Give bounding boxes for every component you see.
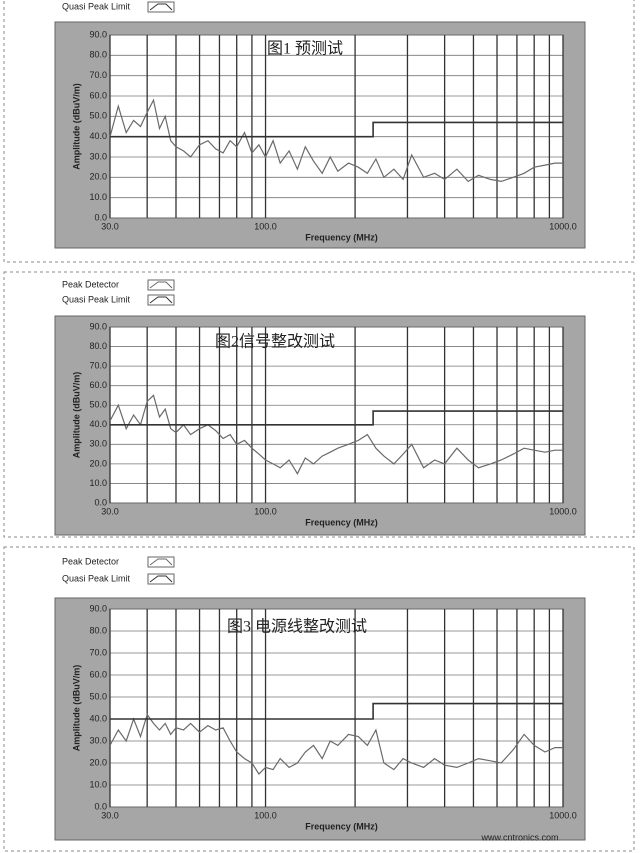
y-tick-label: 30.0 (89, 439, 107, 449)
y-tick-label: 0.0 (94, 801, 107, 811)
y-tick-label: 90.0 (89, 603, 107, 613)
plot-area (109, 34, 564, 219)
legend-label: Quasi Peak Limit (62, 573, 131, 583)
plot-area (109, 326, 564, 504)
y-tick-label: 20.0 (89, 172, 107, 182)
legend-swatch (147, 556, 175, 568)
y-tick-label: 40.0 (89, 131, 107, 141)
y-axis-label: Amplitude (dBuV/m) (71, 372, 81, 459)
x-axis-label: Frequency (MHz) (305, 517, 378, 527)
x-tick-label: 30.0 (101, 506, 119, 516)
y-tick-label: 70.0 (89, 647, 107, 657)
y-tick-label: 90.0 (89, 321, 107, 331)
x-axis-label: Frequency (MHz) (305, 232, 378, 242)
y-tick-label: 40.0 (89, 419, 107, 429)
x-tick-label: 100.0 (254, 810, 277, 820)
x-tick-label: 30.0 (101, 810, 119, 820)
chart-title: 图2信号整改测试 (215, 333, 335, 351)
legend-swatch-line (149, 296, 173, 304)
y-tick-label: 30.0 (89, 151, 107, 161)
chart-title: 图3 电源线整改测试 (227, 618, 367, 636)
legend-label: Peak Detector (62, 556, 119, 566)
series-line (109, 713, 563, 775)
y-tick-label: 50.0 (89, 111, 107, 121)
panel-border (3, 546, 635, 852)
legend-swatch-line (149, 281, 173, 289)
legend-swatch (147, 573, 175, 585)
x-axis-label: Frequency (MHz) (305, 821, 378, 831)
y-tick-label: 70.0 (89, 70, 107, 80)
panel-border (3, 271, 635, 538)
x-tick-label: 1000.0 (549, 221, 577, 231)
y-axis-label: Amplitude (dBuV/m) (71, 83, 81, 170)
legend-swatch-line (149, 3, 173, 11)
legend-label: Peak Detector (62, 279, 119, 289)
y-axis-label: Amplitude (dBuV/m) (71, 665, 81, 752)
y-tick-label: 80.0 (89, 625, 107, 635)
y-tick-label: 60.0 (89, 90, 107, 100)
x-tick-label: 1000.0 (549, 506, 577, 516)
y-tick-label: 70.0 (89, 360, 107, 370)
legend-label: Quasi Peak Limit (62, 294, 131, 304)
y-tick-label: 10.0 (89, 192, 107, 202)
x-tick-label: 1000.0 (549, 810, 577, 820)
y-tick-label: 10.0 (89, 779, 107, 789)
y-tick-label: 90.0 (89, 29, 107, 39)
y-tick-label: 20.0 (89, 458, 107, 468)
legend-swatch-line (149, 575, 173, 583)
y-tick-label: 10.0 (89, 478, 107, 488)
legend-swatch (147, 279, 175, 291)
y-tick-label: 30.0 (89, 735, 107, 745)
panel-border (3, 0, 635, 263)
y-tick-label: 20.0 (89, 757, 107, 767)
y-tick-label: 60.0 (89, 380, 107, 390)
x-tick-label: 100.0 (254, 221, 277, 231)
x-tick-label: 100.0 (254, 506, 277, 516)
legend-swatch-line (149, 558, 173, 566)
series-line (110, 702, 563, 720)
y-tick-label: 80.0 (89, 50, 107, 60)
y-tick-label: 80.0 (89, 341, 107, 351)
series-line (110, 410, 563, 426)
legend-swatch (147, 294, 175, 306)
y-tick-label: 40.0 (89, 713, 107, 723)
series-line (110, 121, 563, 138)
plot-area (109, 608, 564, 808)
chart-title: 图1 预测试 (267, 40, 343, 58)
legend-label: Quasi Peak Limit (62, 1, 131, 11)
y-tick-label: 50.0 (89, 691, 107, 701)
y-tick-label: 50.0 (89, 400, 107, 410)
x-tick-label: 30.0 (101, 221, 119, 231)
y-tick-label: 0.0 (94, 497, 107, 507)
legend-swatch (147, 1, 175, 13)
watermark: www.cntronics.com (480, 832, 558, 842)
y-tick-label: 0.0 (94, 212, 107, 222)
y-tick-label: 60.0 (89, 669, 107, 679)
